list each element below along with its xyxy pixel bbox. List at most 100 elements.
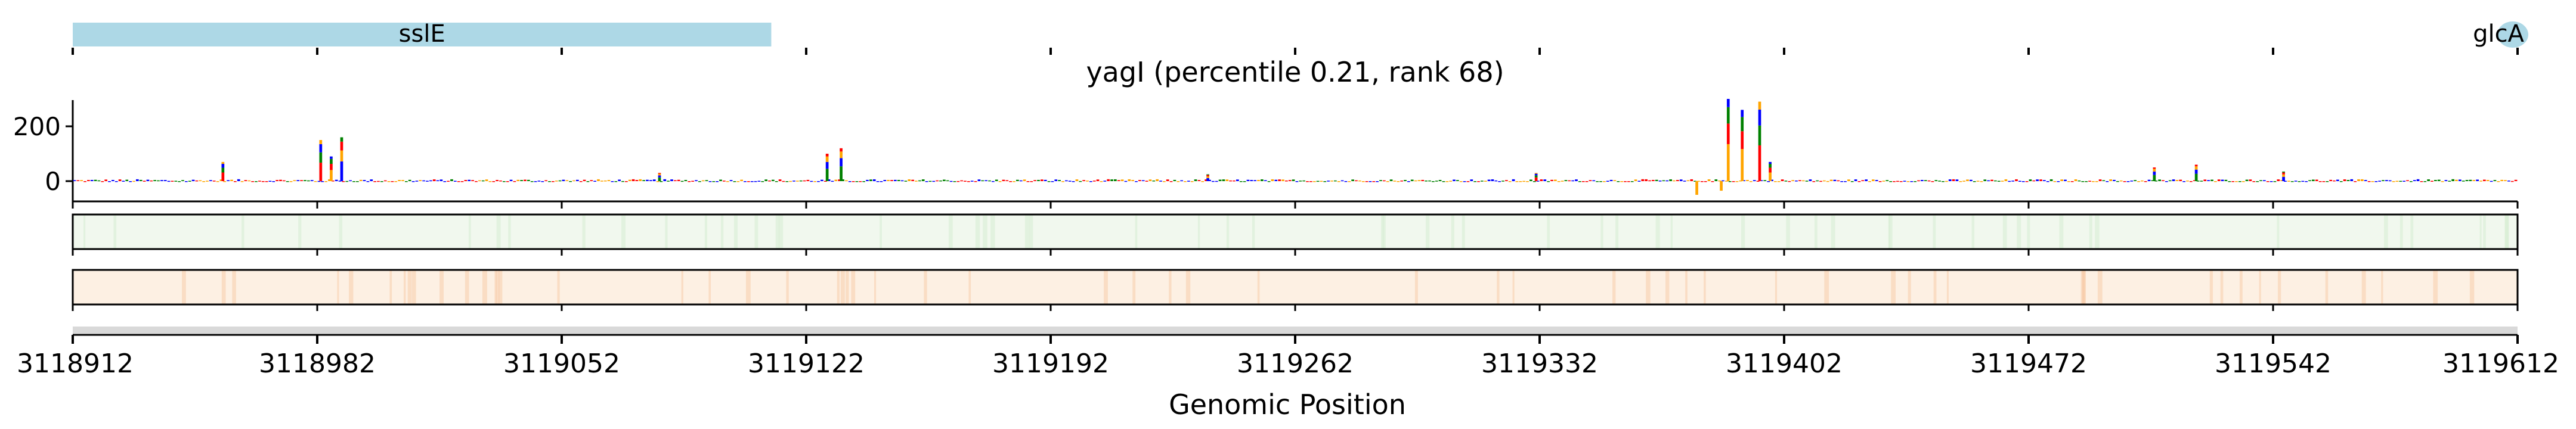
logo-noise-mark — [345, 181, 349, 182]
logo-noise-mark — [2382, 180, 2385, 181]
logo-noise-mark — [1107, 179, 1110, 181]
logo-noise-mark — [237, 179, 240, 181]
logo-noise-mark — [712, 181, 716, 182]
heatmap-cell — [2097, 270, 2103, 304]
logo-noise-mark — [943, 179, 946, 181]
logo-noise-mark — [1816, 180, 1819, 182]
logo-noise-mark — [866, 179, 869, 181]
logo-noise-mark — [2203, 179, 2207, 181]
logo-noise-mark — [408, 179, 411, 181]
logo-noise-mark — [785, 181, 789, 182]
logo-noise-mark — [2060, 179, 2063, 181]
logo-noise-mark — [1033, 180, 1036, 181]
logo-noise-mark — [247, 180, 251, 182]
heatmap-cell — [1547, 214, 1550, 249]
logo-noise-mark — [481, 180, 485, 182]
logo-noise-mark — [1218, 179, 1222, 181]
logo-noise-mark — [2196, 181, 2200, 182]
logo-noise-mark — [1361, 181, 1365, 182]
logo-noise-mark — [2410, 181, 2413, 182]
logo-noise-mark — [603, 180, 607, 182]
logo-noise-mark — [1180, 180, 1183, 182]
heatmap-cell — [1169, 270, 1172, 304]
logo-noise-mark — [628, 179, 631, 181]
logo-noise-mark — [370, 179, 373, 181]
logo-noise-mark — [1742, 180, 1745, 182]
logo-noise-mark — [768, 180, 771, 182]
logo-noise-mark — [1103, 181, 1107, 182]
logo-noise-mark — [631, 179, 635, 181]
logo-noise-mark — [1264, 180, 1267, 181]
logo-noise-mark — [813, 181, 816, 182]
logo-noise-mark — [2402, 181, 2405, 182]
heatmap-cell — [496, 270, 500, 304]
logo-noise-mark — [2256, 181, 2259, 182]
logo-noise-mark — [1882, 181, 1885, 182]
logo-noise-mark — [356, 181, 359, 182]
heatmap-cell — [496, 214, 501, 249]
logo-noise-mark — [908, 179, 911, 181]
logo-noise-mark — [1410, 179, 1414, 181]
logo-noise-mark — [2092, 181, 2095, 182]
heatmap-cell — [1612, 270, 1616, 304]
logo-peak-mark — [1741, 131, 1744, 150]
logo-noise-mark — [684, 180, 688, 181]
heatmap-cell — [1497, 270, 1500, 304]
logo-noise-mark — [1833, 179, 1837, 181]
heatmap-cell — [1615, 214, 1619, 249]
heatmap-cell — [1685, 270, 1688, 304]
heatmap-cell — [494, 270, 497, 304]
logo-noise-mark — [1945, 181, 1948, 182]
logo-noise-mark — [1320, 181, 1323, 182]
logo-noise-mark — [1421, 179, 1425, 181]
logo-noise-mark — [897, 179, 900, 181]
logo-noise-mark — [2444, 180, 2448, 181]
heatmap-cell — [1024, 214, 1030, 249]
logo-noise-mark — [2241, 181, 2245, 182]
logo-noise-mark — [792, 181, 795, 182]
heatmap-cell — [1380, 214, 1384, 249]
logo-noise-mark — [419, 180, 422, 181]
logo-peak-mark — [330, 156, 333, 159]
logo-noise-mark — [900, 180, 904, 182]
logo-noise-mark — [1609, 179, 1613, 181]
heatmap-cell — [733, 214, 738, 249]
logo-noise-mark — [1809, 179, 1812, 181]
logo-noise-mark — [2284, 181, 2287, 182]
logo-peak-mark — [319, 140, 323, 144]
logo-noise-mark — [1494, 180, 1498, 182]
logo-noise-mark — [834, 179, 838, 181]
logo-noise-mark — [998, 181, 1002, 182]
logo-noise-mark — [2070, 181, 2074, 182]
logo-noise-mark — [534, 181, 537, 182]
logo-noise-mark — [541, 181, 544, 182]
heatmap-cell — [2209, 270, 2213, 304]
logo-noise-mark — [328, 179, 331, 181]
logo-noise-mark — [590, 180, 593, 181]
logo-noise-mark — [2367, 181, 2371, 182]
logo-peak-mark — [2282, 172, 2285, 175]
logo-noise-mark — [1473, 181, 1476, 182]
logo-noise-mark — [1072, 181, 1075, 182]
logo-noise-mark — [1351, 179, 1354, 181]
heatmap-cell — [349, 270, 354, 304]
logo-noise-mark — [1921, 180, 1924, 181]
logo-noise-mark — [2493, 180, 2497, 181]
logo-noise-mark — [1571, 180, 1574, 182]
logo-noise-mark — [1589, 180, 1592, 181]
logo-noise-mark — [1997, 181, 2001, 182]
heatmap-cell — [851, 270, 856, 304]
heatmap-cell — [2089, 214, 2092, 249]
logo-noise-mark — [1079, 181, 1082, 182]
heatmap-cell — [968, 270, 971, 304]
logo-noise-mark — [530, 181, 534, 182]
logo-noise-mark — [1068, 181, 1072, 182]
heatmap-cell — [1786, 214, 1790, 249]
heatmap-cell — [948, 214, 953, 249]
logo-noise-mark — [579, 181, 583, 182]
logo-noise-mark — [97, 180, 101, 182]
logo-peak-mark — [1758, 101, 1761, 110]
heatmap-cell — [681, 270, 683, 304]
logo-noise-mark — [478, 180, 481, 182]
logo-noise-mark — [1383, 180, 1386, 182]
